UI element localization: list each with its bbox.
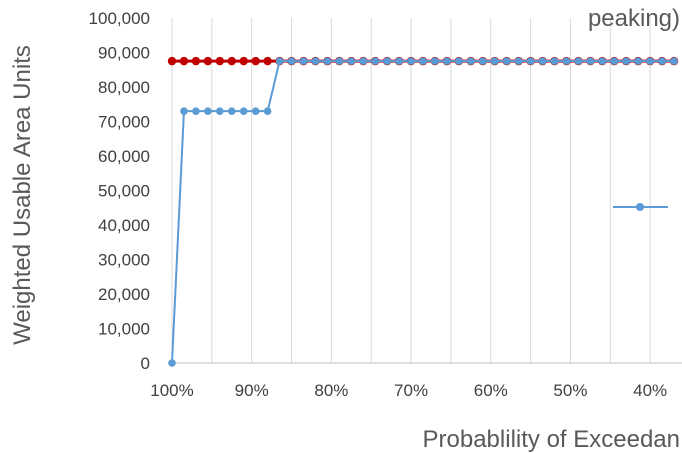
data-point — [443, 57, 451, 65]
y-tick-label: 60,000 — [98, 147, 150, 166]
data-point — [203, 56, 213, 66]
data-point — [311, 57, 320, 65]
y-tick-label: 30,000 — [98, 251, 150, 270]
x-tick-label: 80% — [314, 381, 348, 400]
data-point — [634, 57, 642, 65]
y-tick-label: 90,000 — [98, 44, 150, 63]
data-point — [263, 56, 272, 66]
data-point — [490, 57, 499, 65]
x-axis — [171, 18, 682, 364]
data-point — [562, 57, 571, 65]
data-point — [179, 56, 189, 66]
data-point — [419, 57, 427, 65]
legend — [613, 203, 668, 211]
chart-title: peaking) — [588, 5, 680, 32]
data-point — [251, 107, 260, 115]
series-line — [171, 60, 675, 364]
data-point — [359, 57, 368, 65]
y-axis-tick-labels: 0 10,000 20,000 30,000 40,000 50,000 60,000 70,… — [89, 9, 150, 373]
data-point — [347, 57, 356, 65]
legend-marker-point — [636, 203, 644, 211]
data-point — [586, 57, 595, 65]
data-point — [239, 56, 248, 66]
data-point — [610, 57, 619, 65]
data-point — [407, 57, 415, 65]
data-point — [622, 57, 631, 65]
data-point — [167, 56, 177, 66]
y-tick-label: 10,000 — [98, 320, 150, 339]
data-point — [216, 107, 224, 115]
data-point — [180, 107, 188, 115]
data-point — [263, 107, 272, 115]
y-tick-label: 70,000 — [98, 113, 150, 132]
y-tick-label: 80,000 — [98, 78, 150, 97]
data-point — [191, 56, 201, 66]
y-tick-label: 0 — [141, 354, 150, 373]
y-tick-label: 50,000 — [98, 182, 150, 201]
x-tick-label: 50% — [553, 381, 587, 400]
data-point — [215, 56, 225, 66]
y-tick-label: 40,000 — [98, 216, 150, 235]
data-point — [287, 57, 296, 65]
data-point — [431, 57, 439, 65]
data-point — [168, 359, 176, 367]
data-point — [455, 57, 463, 65]
data-point — [335, 57, 344, 65]
data-point — [299, 57, 308, 65]
data-point — [502, 57, 511, 65]
x-tick-label: 70% — [394, 381, 428, 400]
data-point — [239, 107, 248, 115]
data-point — [371, 57, 380, 65]
x-tick-label: 100% — [150, 381, 193, 400]
data-point — [204, 107, 212, 115]
data-point — [383, 57, 391, 65]
x-axis-title: Probablility of Exceedan — [423, 426, 680, 453]
series-layer — [167, 56, 679, 367]
data-point — [395, 57, 403, 65]
data-point — [598, 57, 607, 65]
y-tick-label: 20,000 — [98, 285, 150, 304]
data-point — [227, 56, 236, 66]
x-tick-label: 60% — [474, 381, 508, 400]
data-point — [227, 107, 236, 115]
series-0 — [168, 57, 678, 367]
data-point — [323, 57, 332, 65]
data-point — [550, 57, 559, 65]
y-axis-title: Weighted Usable Area Units — [9, 45, 36, 345]
data-point — [275, 57, 284, 65]
data-point — [658, 57, 666, 65]
x-tick-label: 90% — [235, 381, 269, 400]
data-point — [538, 57, 547, 65]
data-point — [526, 57, 535, 65]
x-tick-label: 40% — [633, 381, 667, 400]
y-tick-label: 100,000 — [89, 9, 150, 28]
data-point — [467, 57, 475, 65]
data-point — [251, 56, 260, 66]
data-point — [514, 57, 523, 65]
data-point — [574, 57, 583, 65]
data-point — [478, 57, 487, 65]
x-axis-tick-labels: 100% 90% 80% 70% 60% 50% 40% — [150, 381, 667, 400]
chart-gridlines — [211, 18, 651, 363]
data-point — [192, 107, 200, 115]
data-point — [670, 57, 678, 65]
data-point — [646, 57, 654, 65]
